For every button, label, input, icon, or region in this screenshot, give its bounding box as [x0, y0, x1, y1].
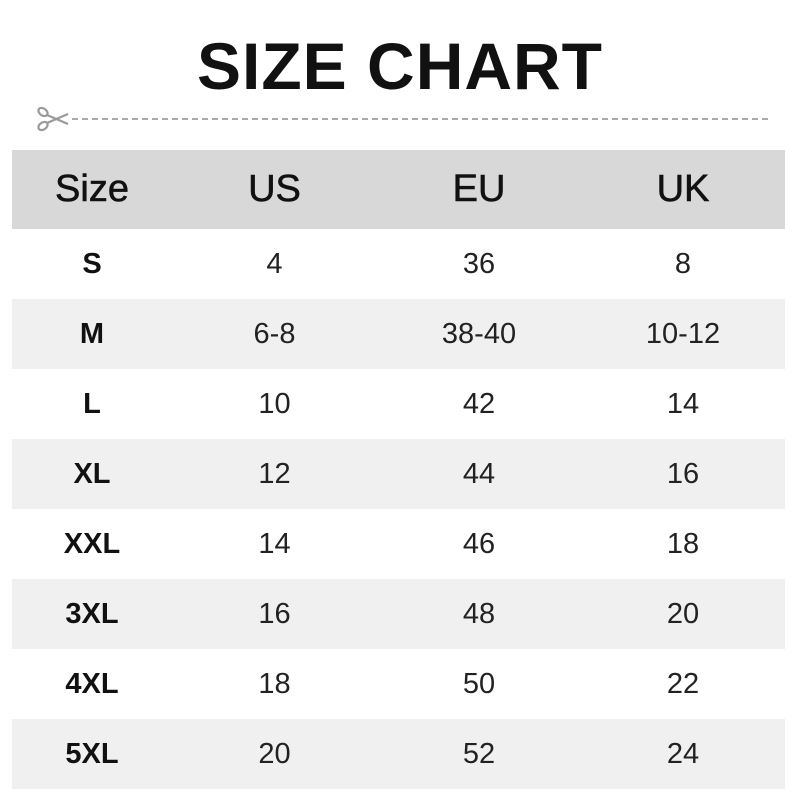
- cell-us: 6-8: [253, 317, 296, 350]
- header-us: US: [248, 168, 301, 211]
- cell-size: XXL: [63, 527, 121, 560]
- cell-eu: 44: [462, 457, 496, 490]
- cell-size: M: [79, 317, 105, 350]
- dashed-line: [72, 118, 768, 120]
- cell-uk: 24: [666, 737, 700, 770]
- cell-size: S: [82, 247, 102, 280]
- size-table: Size US EU UK S 4 36 8 M 6-8 38-40 10-12 L 10 42 14…: [12, 150, 785, 789]
- table-row: L 10 42 14: [12, 369, 785, 439]
- cell-eu: 48: [462, 597, 496, 630]
- cell-size: 5XL: [65, 737, 119, 770]
- table-row: XL 12 44 16: [12, 439, 785, 509]
- cell-us: 4: [266, 247, 283, 280]
- cell-size: 4XL: [65, 667, 119, 700]
- cell-size: 3XL: [65, 597, 119, 630]
- cell-size: L: [83, 387, 101, 420]
- cell-eu: 46: [462, 527, 496, 560]
- cell-us: 12: [258, 457, 291, 490]
- page-title: SIZE CHART: [197, 29, 603, 103]
- table-row: S 4 36 8: [12, 229, 785, 299]
- table-row: 5XL 20 52 24: [12, 719, 785, 789]
- scissors-icon: [37, 106, 69, 132]
- cell-us: 14: [258, 527, 291, 560]
- cell-eu: 50: [462, 667, 496, 700]
- table-row: M 6-8 38-40 10-12: [12, 299, 785, 369]
- cell-uk: 18: [666, 527, 700, 560]
- cell-size: XL: [73, 457, 111, 490]
- cell-eu: 42: [462, 387, 496, 420]
- cell-uk: 16: [666, 457, 700, 490]
- cell-uk: 22: [666, 667, 700, 700]
- table-row: 3XL 16 48 20: [12, 579, 785, 649]
- table-row: 4XL 18 50 22: [12, 649, 785, 719]
- table-row: XXL 14 46 18: [12, 509, 785, 579]
- cut-line: [36, 106, 768, 132]
- header-eu: EU: [452, 168, 506, 211]
- header-uk: UK: [656, 168, 710, 211]
- cell-eu: 36: [462, 247, 496, 280]
- table-header-row: Size US EU UK: [12, 150, 785, 229]
- cell-eu: 52: [462, 737, 496, 770]
- cell-uk: 20: [666, 597, 700, 630]
- cell-uk: 8: [674, 247, 692, 280]
- table-body: S 4 36 8 M 6-8 38-40 10-12 L 10 42 14 XL 12 44 16 XXL 14 4…: [12, 229, 785, 789]
- cell-uk: 14: [666, 387, 700, 420]
- header-size: Size: [55, 168, 130, 211]
- cell-us: 10: [258, 387, 291, 420]
- cell-uk: 10-12: [645, 317, 721, 350]
- cell-us: 20: [258, 737, 291, 770]
- cell-us: 16: [258, 597, 291, 630]
- cell-eu: 38-40: [441, 317, 517, 350]
- cell-us: 18: [258, 667, 291, 700]
